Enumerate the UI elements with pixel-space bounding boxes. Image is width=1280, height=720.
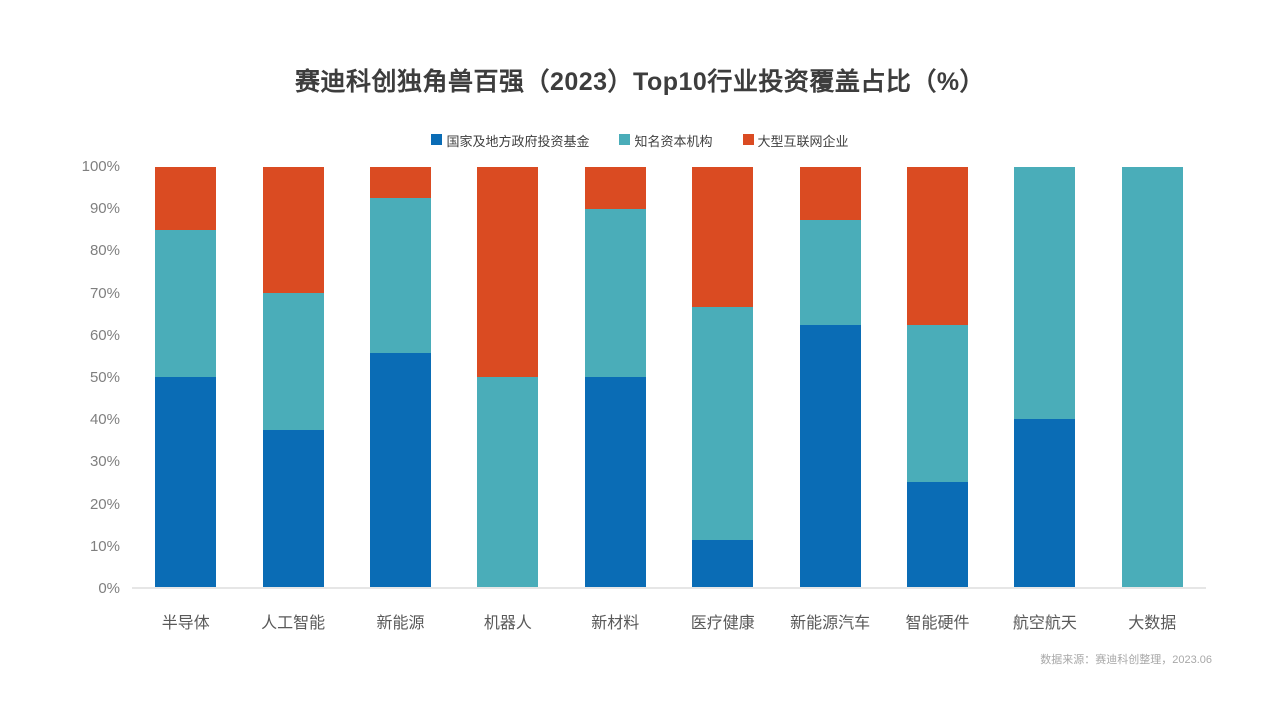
- y-axis-label: 100%: [81, 158, 120, 175]
- bar-segment: [477, 377, 539, 587]
- y-axis-label: 30%: [89, 453, 120, 471]
- bar-segment: [369, 167, 431, 199]
- bar-机器人: [477, 167, 539, 587]
- bar-segment: [1014, 419, 1076, 587]
- x-axis-label: 人工智能: [261, 615, 326, 632]
- bar-segment: [692, 167, 754, 307]
- legend-label: 知名资本机构: [634, 134, 713, 149]
- bar-新能源: [369, 167, 431, 587]
- bar-slot: [239, 167, 346, 587]
- bar-segment: [799, 219, 861, 325]
- bar-segment: [584, 167, 646, 209]
- legend-swatch-icon: [619, 134, 631, 145]
- bar-segment: [262, 293, 324, 430]
- y-axis-label: 20%: [89, 495, 120, 513]
- y-axis-label: 80%: [89, 242, 120, 260]
- bar-slot: [991, 167, 1098, 587]
- x-axis-label: 新能源汽车: [790, 615, 871, 632]
- bar-新材料: [584, 167, 646, 587]
- bar-新能源汽车: [799, 167, 861, 587]
- bar-segment: [262, 167, 324, 293]
- bar-segment: [692, 540, 754, 587]
- bar-slot: [884, 167, 991, 587]
- legend-swatch-icon: [742, 134, 754, 145]
- legend-item: 大型互联网企业: [742, 131, 849, 150]
- chart-title: 赛迪科创独角兽百强（2023）Top10行业投资覆盖占比（%）: [294, 68, 986, 96]
- bar-医疗健康: [692, 167, 754, 587]
- x-axis-label: 机器人: [483, 615, 532, 632]
- x-axis-label: 航空航天: [1012, 615, 1077, 632]
- bar-slot: [776, 167, 883, 587]
- bar-segment: [155, 167, 217, 230]
- legend-item: 国家及地方政府投资基金: [431, 131, 589, 150]
- y-axis-label: 0%: [98, 580, 120, 597]
- bar-segment: [369, 198, 431, 354]
- x-axis-label: 半导体: [161, 615, 210, 632]
- y-axis-label: 10%: [89, 537, 120, 555]
- y-axis: 0% 10% 20% 30% 40% 50% 60% 70% 80% 90% 100%: [40, 0, 120, 720]
- bar-segment: [906, 324, 968, 482]
- bar-segment: [799, 167, 861, 220]
- bar-半导体: [155, 167, 217, 587]
- y-axis-label: 90%: [89, 200, 120, 218]
- bar-segment: [584, 377, 646, 587]
- y-axis-label: 50%: [89, 369, 120, 386]
- bar-segment: [906, 167, 968, 325]
- legend-label: 大型互联网企业: [757, 134, 849, 149]
- bar-slot: [1099, 167, 1206, 587]
- x-axis-label: 医疗健康: [690, 615, 755, 632]
- x-axis-label: 新能源: [376, 615, 425, 632]
- bar-智能硬件: [906, 167, 968, 587]
- x-axis-label: 智能硬件: [905, 615, 970, 632]
- bar-slot: [347, 167, 454, 587]
- bar-segment: [692, 306, 754, 541]
- bar-slot: [454, 167, 561, 587]
- y-axis-label: 60%: [89, 326, 120, 344]
- x-axis: 半导体 人工智能 新能源 机器人 新材料 医疗健康 新能源汽车 智能硬件 航空航天 大数据: [132, 609, 1206, 639]
- bar-segment: [155, 377, 217, 587]
- legend: 国家及地方政府投资基金 知名资本机构 大型互联网企业: [0, 131, 1280, 150]
- bar-slot: [669, 167, 776, 587]
- bar-segment: [262, 429, 324, 587]
- x-axis-label: 新材料: [591, 615, 640, 632]
- legend-swatch-icon: [431, 134, 443, 145]
- bar-大数据: [1121, 167, 1183, 587]
- bar-slot: [132, 167, 239, 587]
- bar-segment: [906, 482, 968, 587]
- bar-航空航天: [1014, 167, 1076, 587]
- legend-label: 国家及地方政府投资基金: [446, 134, 590, 149]
- bar-segment: [1121, 167, 1183, 587]
- x-axis-label: 大数据: [1128, 615, 1177, 632]
- bar-segment: [155, 230, 217, 377]
- bar-segment: [1014, 167, 1076, 419]
- y-axis-label: 40%: [89, 411, 120, 429]
- bar-人工智能: [262, 167, 324, 587]
- y-axis-label: 70%: [89, 284, 120, 302]
- bar-segment: [477, 167, 539, 377]
- bar-segment: [369, 353, 431, 587]
- plot-area: [132, 167, 1206, 589]
- bar-segment: [799, 324, 861, 587]
- legend-item: 知名资本机构: [619, 131, 713, 150]
- bar-slot: [562, 167, 669, 587]
- bar-segment: [584, 209, 646, 377]
- source-note: 数据来源：赛迪科创整理，2023.06: [1040, 654, 1212, 666]
